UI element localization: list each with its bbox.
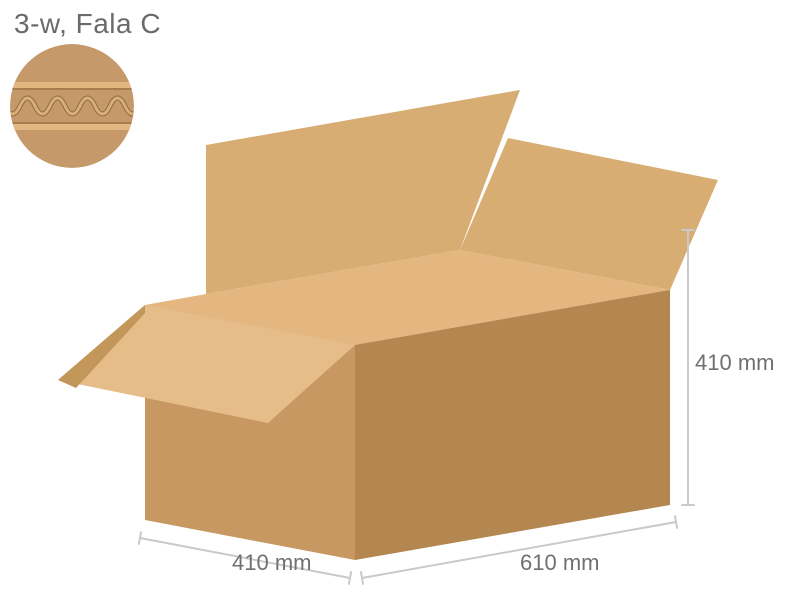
dimension-label-height: 410 mm [695, 350, 774, 376]
dimension-label-length: 610 mm [520, 550, 599, 576]
dimension-label-depth: 410 mm [232, 550, 311, 576]
cardboard-type-label: 3-w, Fala C [14, 8, 161, 40]
flute-icon [10, 44, 134, 168]
diagram-stage: 3-w, Fala C 410 mm 610 mm 410 mm [0, 0, 800, 600]
flute-badge [10, 44, 134, 168]
